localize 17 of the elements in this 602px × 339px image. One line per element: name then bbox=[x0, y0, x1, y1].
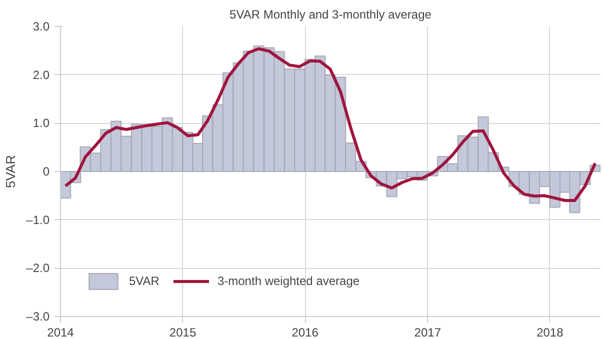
y-axis-title: 5VAR bbox=[3, 155, 18, 188]
y-tick-label: 3.0 bbox=[32, 20, 50, 34]
y-tick-label: 1.0 bbox=[32, 116, 50, 130]
y-tick-label: 0 bbox=[42, 164, 50, 178]
x-tick-label: 2018 bbox=[536, 326, 564, 339]
y-tick-label: 2.0 bbox=[32, 68, 50, 82]
y-tick-label: –2.0 bbox=[26, 261, 50, 276]
x-tick-label: 2015 bbox=[169, 326, 196, 339]
x-tick-label: 2014 bbox=[47, 326, 74, 339]
legend-label: 3-month weighted average bbox=[217, 274, 360, 288]
x-tick-label: 2016 bbox=[292, 326, 319, 339]
line-series bbox=[64, 47, 597, 202]
chart-title: 5VAR Monthly and 3-monthly average bbox=[230, 8, 432, 22]
x-tick-label: 2017 bbox=[414, 326, 442, 339]
y-tick-label: –1.0 bbox=[26, 212, 50, 227]
y-tick-label: –3.0 bbox=[26, 310, 50, 324]
legend-label: 5VAR bbox=[129, 274, 160, 288]
